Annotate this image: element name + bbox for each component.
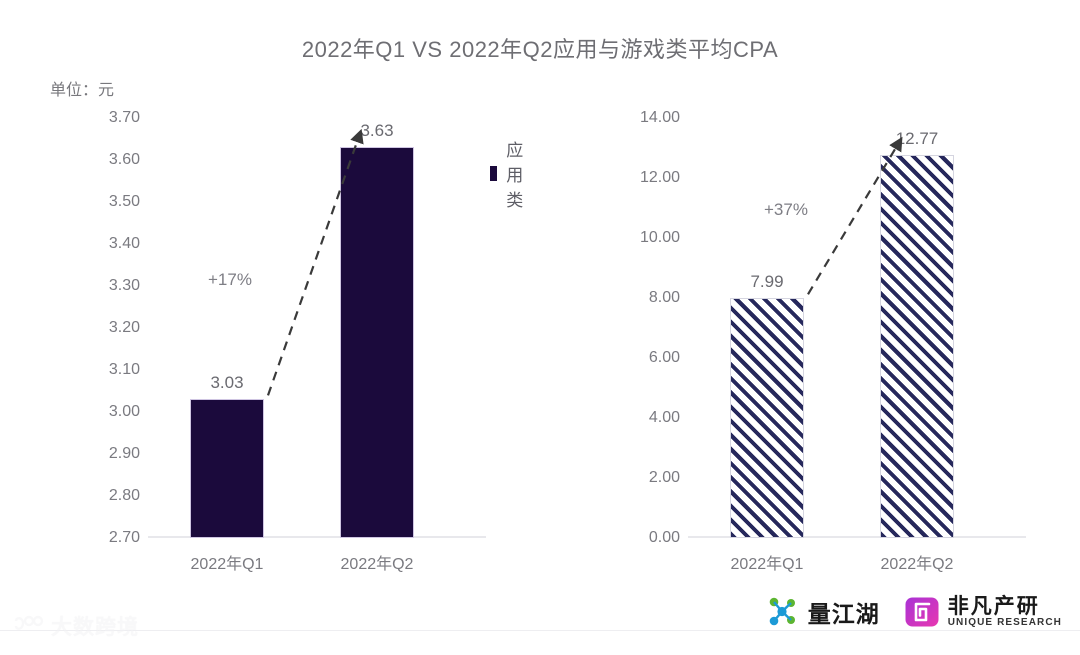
growth-percent-apps: +17% (208, 270, 252, 289)
legend-label-apps: 应用类 (506, 141, 524, 210)
y-axis-games: 14.00 12.00 10.00 8.00 6.00 4.00 2.00 0.00 (610, 109, 688, 546)
logo-unique-en: UNIQUE RESEARCH (947, 616, 1062, 628)
logo-liangjianghu-text: 量江湖 (807, 601, 880, 627)
y-tick-label: 2.80 (108, 487, 140, 504)
y-axis-apps: 3.70 3.60 3.50 3.40 3.30 3.20 3.10 3.00 2.90 2.80… (70, 109, 148, 546)
y-tick-label: 2.90 (108, 445, 140, 462)
y-tick-label: 6.00 (648, 349, 680, 366)
x-tick-label: 2022年Q2 (880, 556, 954, 573)
bar-games-q1[interactable] (730, 298, 804, 538)
x-tick-label: 2022年Q2 (340, 556, 414, 573)
bar-games-q2[interactable] (880, 154, 954, 538)
y-tick-label: 4.00 (648, 409, 680, 426)
y-tick-label: 3.60 (108, 151, 140, 168)
legend-apps[interactable]: 应用类 (490, 136, 531, 211)
x-axis-baseline (688, 536, 1026, 538)
logo-unique-research: 非凡产研 UNIQUE RESEARCH (904, 594, 1062, 629)
spiral-square-icon (905, 597, 939, 627)
y-tick-label: 3.40 (108, 235, 140, 252)
growth-percent-games: +37% (764, 200, 808, 219)
y-tick-label: 0.00 (648, 529, 680, 546)
y-tick-label: 3.50 (108, 193, 140, 210)
bar-value-label: 7.99 (750, 272, 784, 292)
bar-value-label: 3.63 (360, 121, 394, 141)
x-tick-label: 2022年Q1 (730, 556, 804, 573)
legend-swatch-solid-icon (490, 166, 498, 181)
unit-label: 单位：元 (50, 82, 115, 99)
bar-apps-q2[interactable] (340, 147, 414, 538)
plot-area-apps: 3.03 3.63 +17% 2022年Q1 2022年Q2 (148, 118, 486, 573)
chart-panel-games: 14.00 12.00 10.00 8.00 6.00 4.00 2.00 0.00 7.99… (610, 109, 1070, 573)
watermark-logo-icon (14, 615, 44, 630)
logo-unique-cn: 非凡产研 (947, 594, 1040, 618)
chart-panel-apps: 3.70 3.60 3.50 3.40 3.30 3.20 3.10 3.00 2.90 2.80… (70, 109, 531, 573)
bar-apps-q1[interactable] (190, 399, 264, 538)
y-tick-label: 2.70 (108, 529, 140, 546)
page-title: 2022年Q1 VS 2022年Q2应用与游戏类平均CPA (301, 37, 779, 62)
footer-logos: 量江湖 非凡产研 UNIQUE RESEARCH (766, 595, 1062, 629)
y-tick-label: 14.00 (639, 109, 680, 126)
y-tick-label: 3.30 (108, 277, 140, 294)
plot-area-games: 7.99 12.77 +37% 2022年Q1 2022年Q2 (688, 118, 1026, 573)
y-tick-label: 3.20 (108, 319, 140, 336)
y-tick-label: 2.00 (648, 469, 680, 486)
bar-value-label: 12.77 (895, 128, 939, 148)
y-tick-label: 3.00 (108, 403, 140, 420)
y-tick-label: 3.70 (108, 109, 140, 126)
x-axis-baseline (148, 536, 486, 538)
y-tick-label: 8.00 (648, 289, 680, 306)
bar-value-label: 3.03 (210, 373, 244, 393)
logo-liangjianghu: 量江湖 (766, 595, 880, 629)
y-tick-label: 10.00 (639, 229, 680, 246)
footer-divider (0, 630, 1080, 631)
molecule-icon (769, 597, 795, 626)
watermark: 大数跨境 (14, 611, 139, 641)
y-tick-label: 12.00 (639, 169, 680, 186)
x-tick-label: 2022年Q1 (190, 556, 264, 573)
unique-research-text-stack: 非凡产研 UNIQUE RESEARCH (947, 594, 1062, 629)
y-tick-label: 3.10 (108, 361, 140, 378)
watermark-text: 大数跨境 (51, 616, 139, 639)
